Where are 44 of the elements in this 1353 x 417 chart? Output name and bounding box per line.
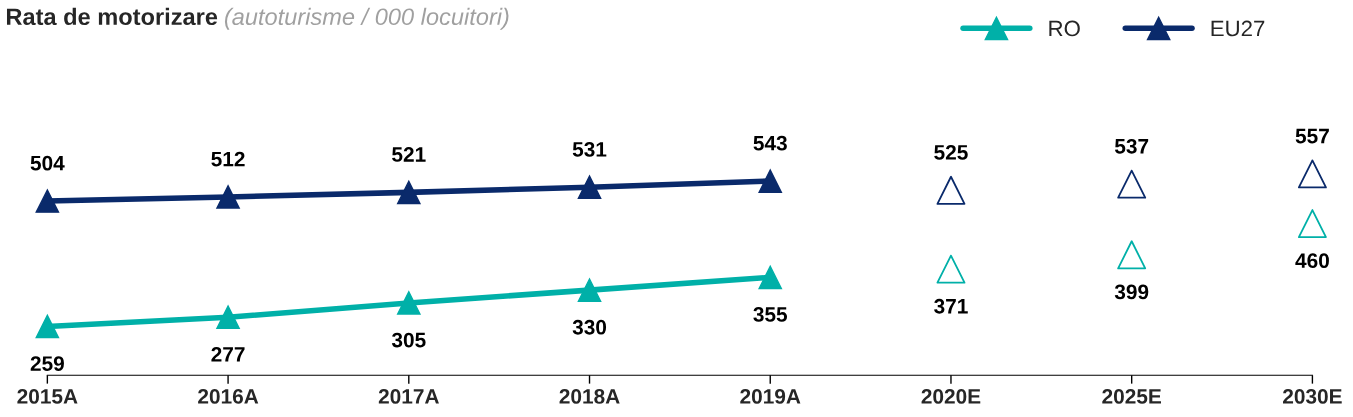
- x-tick-label: 2015A: [17, 389, 78, 404]
- x-tick-label: 2018A: [559, 389, 620, 404]
- data-label: 330: [572, 319, 607, 335]
- data-label: 305: [391, 332, 426, 348]
- data-label: 355: [753, 307, 788, 322]
- data-label: 371: [934, 298, 968, 314]
- legend-label: RO: [1049, 20, 1080, 37]
- x-tick-label: 2016A: [198, 389, 259, 404]
- data-label: 543: [753, 135, 787, 151]
- point: [936, 175, 966, 205]
- data-label: 557: [1295, 128, 1329, 144]
- point: [35, 189, 60, 213]
- point: [758, 265, 783, 290]
- data-label: 521: [392, 147, 426, 162]
- point: [1117, 240, 1147, 270]
- point: [1117, 169, 1147, 199]
- point: [35, 314, 60, 339]
- point: [216, 185, 240, 209]
- data-label: 512: [211, 151, 245, 167]
- x-tick-label: 2020E: [921, 389, 981, 404]
- legend-label: EU27: [1211, 20, 1265, 37]
- data-label: 525: [934, 145, 968, 160]
- data-label: 537: [1114, 138, 1149, 154]
- x-tick-label: 2019A: [740, 389, 801, 404]
- data-label: 460: [1295, 253, 1329, 269]
- chart-subtitle: (autoturisme / 000 locuitori): [224, 7, 509, 30]
- point: [936, 254, 966, 284]
- x-tick-label: 2025E: [1102, 389, 1161, 404]
- point: [1297, 209, 1327, 239]
- data-label: 531: [572, 141, 607, 157]
- point: [216, 305, 240, 330]
- point: [396, 180, 421, 205]
- point: [396, 291, 421, 315]
- x-tick-label: 2030E: [1283, 389, 1342, 404]
- data-label: 259: [30, 356, 64, 371]
- point: [1297, 159, 1327, 189]
- point: [577, 175, 602, 200]
- data-label: 399: [1114, 284, 1149, 300]
- data-label: 277: [211, 346, 245, 362]
- chart-title: Rata de motorizare: [6, 7, 218, 26]
- point: [758, 169, 783, 193]
- point: [577, 278, 602, 302]
- data-label: 504: [30, 155, 65, 171]
- x-tick-label: 2017A: [378, 389, 439, 404]
